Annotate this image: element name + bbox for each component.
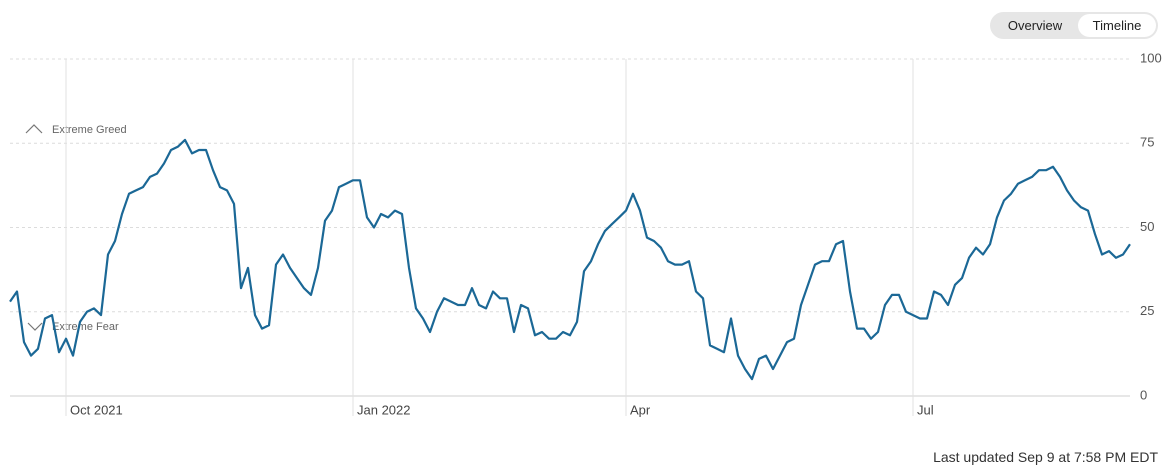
chart: Extreme Greed Extreme Fear 0 25 50 75 100 Oct…: [9, 50, 1162, 417]
timeline-tab[interactable]: Timeline: [1078, 14, 1156, 37]
x-tick-label: Jan 2022: [357, 402, 411, 417]
last-updated: Last updated Sep 9 at 7:58 PM EDT: [933, 449, 1158, 465]
y-tick-label: 100: [1140, 50, 1162, 65]
overview-tab[interactable]: Overview: [1007, 18, 1063, 33]
y-tick-label: 25: [1140, 303, 1154, 318]
y-tick-label: 0: [1140, 387, 1147, 402]
line: [9, 138, 1131, 381]
x-tick-label: Oct 2021: [70, 402, 123, 417]
greed-icon: [25, 124, 43, 134]
fear-icon: [27, 322, 43, 331]
y-tick-label: 50: [1140, 219, 1154, 234]
view-toggle: Overview Timeline: [990, 12, 1158, 39]
y-tick-label: 75: [1140, 135, 1154, 150]
annotation: Extreme Fear: [52, 321, 119, 333]
x-tick-label: Apr: [630, 402, 651, 417]
x-tick-label: Jul: [917, 402, 934, 417]
annotation: Extreme Greed: [52, 124, 127, 136]
